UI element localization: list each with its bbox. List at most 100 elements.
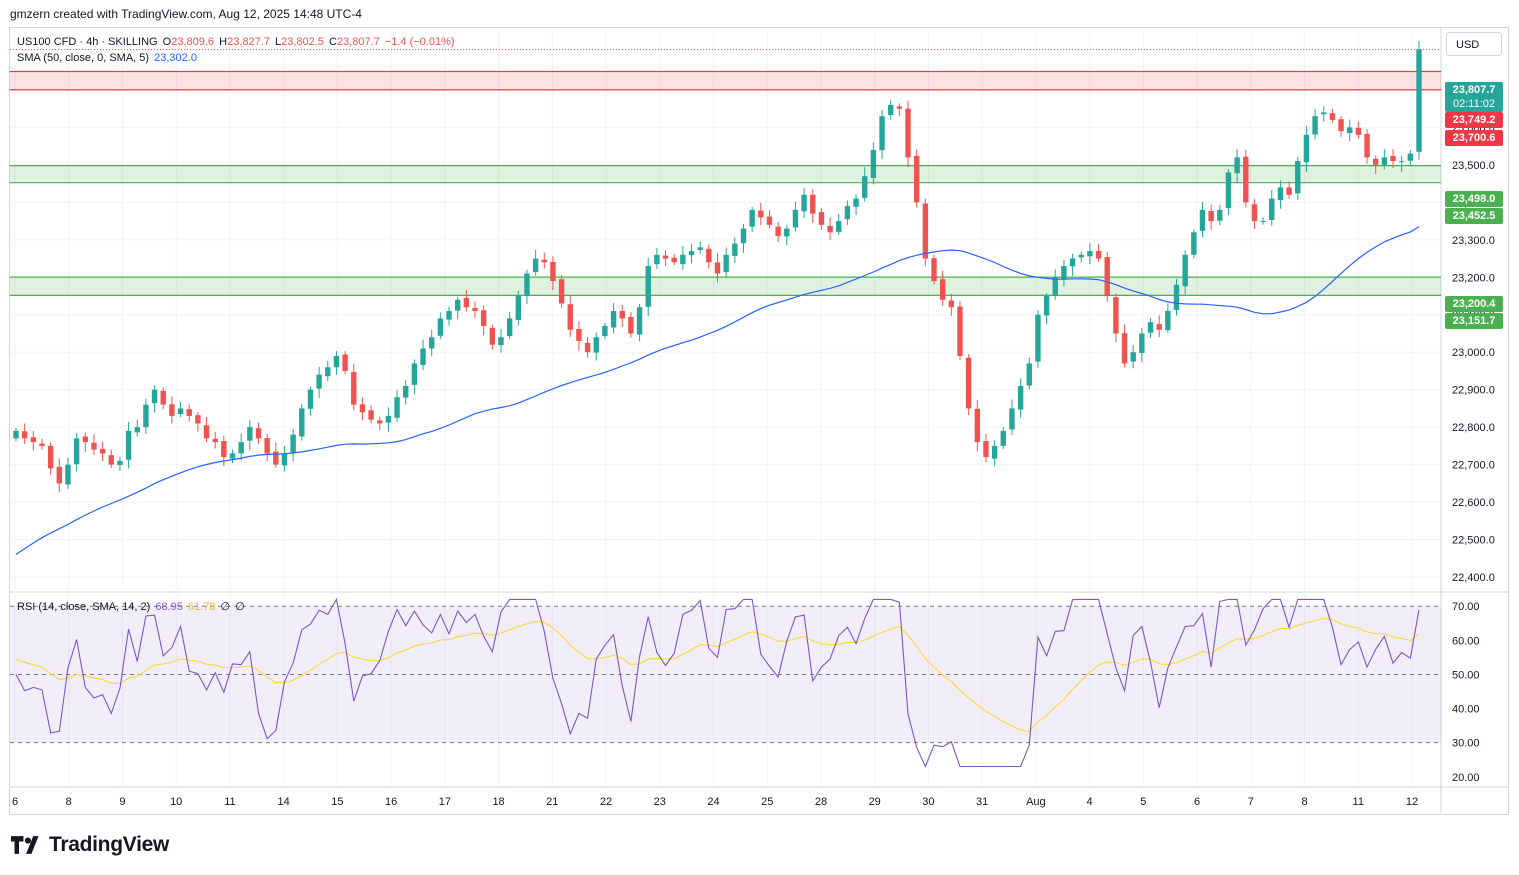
candle-body bbox=[143, 404, 149, 428]
candle-body bbox=[957, 306, 963, 356]
candle-body bbox=[195, 415, 201, 424]
candle-body bbox=[697, 247, 703, 250]
candle-body bbox=[1277, 187, 1284, 201]
candle-body bbox=[134, 427, 140, 433]
candle-body bbox=[342, 354, 348, 371]
candle-body bbox=[1095, 251, 1102, 259]
candle-body bbox=[983, 441, 989, 458]
candle-body bbox=[939, 279, 946, 300]
brand-name: TradingView bbox=[49, 833, 170, 856]
candle-body bbox=[125, 430, 132, 460]
price-tick-label: 22,700.0 bbox=[1452, 460, 1495, 472]
candle-body bbox=[922, 203, 929, 259]
rsi-legend: RSI (14, close, SMA, 14, 2) 68.95 61.78 … bbox=[17, 600, 247, 613]
candle-body bbox=[515, 296, 522, 320]
candle-body bbox=[1234, 157, 1240, 174]
candle-body bbox=[792, 209, 799, 228]
sma-line bbox=[15, 226, 1420, 555]
low-value: 23,802.5 bbox=[281, 36, 324, 48]
candle-body bbox=[255, 428, 262, 439]
candle-body bbox=[1381, 157, 1388, 165]
candle-body bbox=[714, 262, 721, 274]
candle-body bbox=[229, 453, 236, 459]
candle-body bbox=[1243, 156, 1249, 203]
rsi-value: 68.95 bbox=[155, 601, 183, 613]
candle-body bbox=[758, 210, 764, 218]
candle-body bbox=[221, 441, 227, 458]
candle-body bbox=[784, 228, 790, 237]
candle-body bbox=[290, 434, 296, 453]
last-price-label: 23,807.7 bbox=[1445, 82, 1503, 98]
time-tick-label: 18 bbox=[492, 796, 504, 808]
candle-body bbox=[1139, 333, 1145, 353]
candle-body bbox=[870, 149, 877, 178]
close-value: 23,807.7 bbox=[336, 36, 380, 48]
candle-body bbox=[662, 255, 669, 259]
time-tick-label: 5 bbox=[1140, 796, 1146, 808]
candle-body bbox=[21, 431, 28, 439]
candle-body bbox=[550, 261, 556, 282]
candle-body bbox=[212, 438, 218, 443]
currency-button[interactable]: USD bbox=[1446, 32, 1502, 56]
candle-body bbox=[1295, 161, 1301, 194]
attribution: gmzern created with TradingView.com, Aug… bbox=[10, 7, 362, 21]
time-tick-label: 15 bbox=[331, 796, 343, 808]
candle-body bbox=[420, 348, 426, 365]
ohlc-legend: US100 CFD · 4h · SKILLING O23,809.6 H23,… bbox=[17, 36, 457, 48]
tradingview-brand[interactable]: TradingView bbox=[11, 833, 169, 857]
time-tick-label: 12 bbox=[1406, 796, 1418, 808]
time-tick-label: Aug bbox=[1026, 796, 1046, 808]
time-tick-label: 29 bbox=[869, 796, 881, 808]
candle-body bbox=[853, 198, 859, 207]
candle-body bbox=[532, 258, 539, 273]
candle-body bbox=[1347, 127, 1353, 134]
candle-body bbox=[429, 337, 435, 349]
time-tick-label: 10 bbox=[170, 796, 182, 808]
candle-body bbox=[766, 216, 773, 225]
support2-bottom-label: 23,151.7 bbox=[1445, 313, 1503, 329]
candle-body bbox=[576, 328, 582, 341]
high-value: 23,827.7 bbox=[227, 36, 270, 48]
candle-body bbox=[108, 455, 114, 465]
price-tick-label: 22,800.0 bbox=[1452, 422, 1495, 434]
low-label: L bbox=[274, 36, 282, 48]
candle-body bbox=[948, 300, 955, 308]
candle-body bbox=[749, 209, 755, 227]
candle-body bbox=[1052, 277, 1058, 296]
candle-body bbox=[480, 310, 487, 326]
candle-body bbox=[688, 251, 695, 256]
candle-body bbox=[1260, 221, 1266, 223]
candle-body bbox=[1217, 209, 1223, 221]
candle-body bbox=[1398, 161, 1405, 163]
resistance-top-label: 23,749.2 bbox=[1445, 112, 1503, 128]
candle-body bbox=[1165, 311, 1171, 331]
rsi-ma-line bbox=[15, 617, 1420, 733]
candle-body bbox=[913, 155, 920, 203]
support-2-zone bbox=[10, 277, 1441, 296]
candle-body bbox=[1191, 232, 1197, 255]
candle-body bbox=[73, 438, 80, 465]
candle-body bbox=[680, 254, 686, 265]
candle-body bbox=[1026, 363, 1032, 386]
price-tick-label: 22,900.0 bbox=[1452, 385, 1495, 397]
candle-body bbox=[151, 389, 158, 404]
candle-body bbox=[1251, 204, 1258, 222]
rsi-label: RSI (14, close, SMA, 14, 2) bbox=[17, 601, 151, 613]
candle-body bbox=[524, 273, 530, 297]
candle-body bbox=[186, 409, 192, 416]
candle-body bbox=[238, 442, 244, 454]
candle-body bbox=[1035, 314, 1041, 362]
candle-body bbox=[454, 299, 461, 311]
candle-body bbox=[411, 363, 418, 385]
candle-body bbox=[567, 304, 573, 330]
candle-body bbox=[403, 385, 409, 398]
rsi-extra-2: ∅ bbox=[235, 601, 245, 613]
candle-body bbox=[472, 308, 478, 311]
time-tick-label: 11 bbox=[224, 796, 235, 808]
time-tick-label: 21 bbox=[546, 796, 558, 808]
price-tick-label: 23,000.0 bbox=[1452, 347, 1495, 359]
change-value: −1.4 (−0.01%) bbox=[384, 36, 455, 48]
candle-body bbox=[30, 437, 37, 443]
open-value: 23,809.6 bbox=[171, 36, 215, 48]
